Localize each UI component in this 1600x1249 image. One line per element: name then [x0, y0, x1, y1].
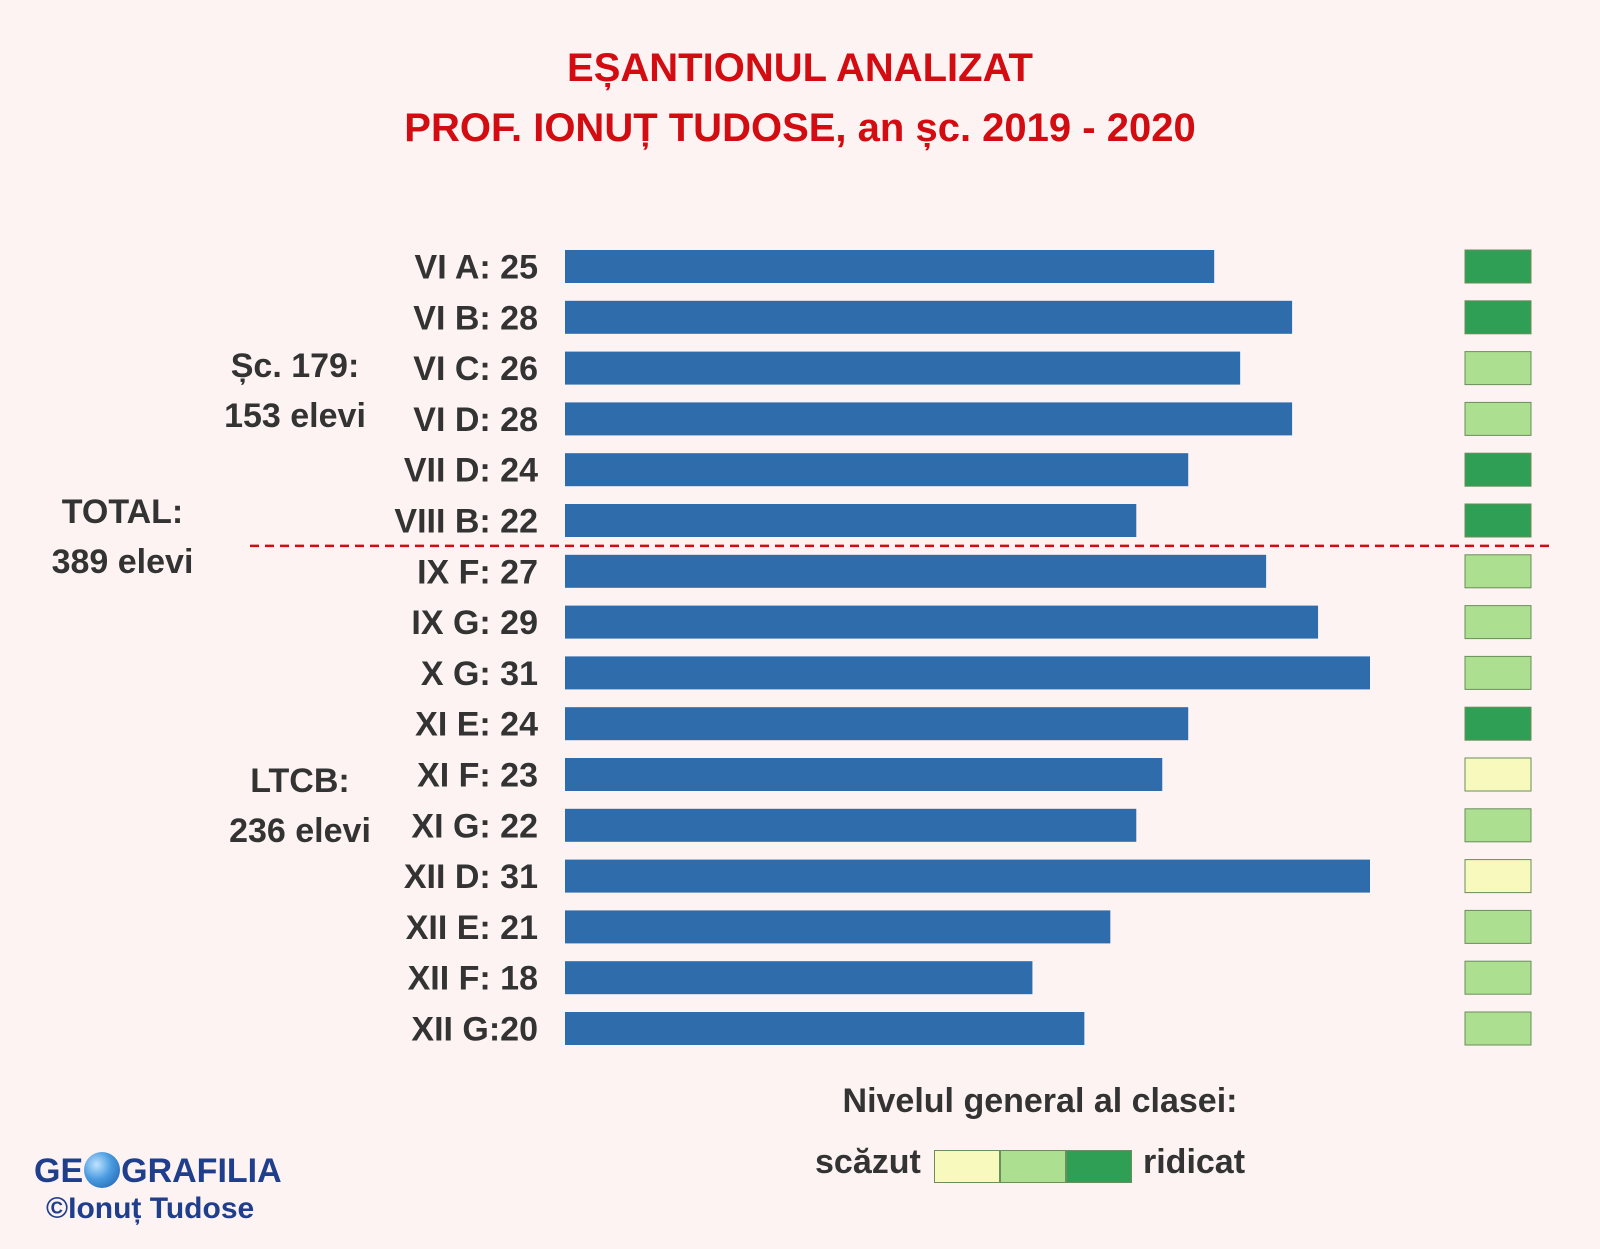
- bar: [565, 910, 1111, 944]
- bar: [565, 1012, 1085, 1045]
- category-label: VIII B: 22: [394, 503, 538, 541]
- category-label: XI F: 23: [417, 757, 538, 795]
- copyright-text: ©Ionuț Tudose: [46, 1192, 255, 1225]
- category-label: XI E: 24: [415, 706, 538, 744]
- bar: [565, 250, 1215, 283]
- ltcb-group-count: 236 elevi: [229, 812, 371, 850]
- chart-title-line2: PROF. IONUȚ TUDOSE, an șc. 2019 - 2020: [404, 106, 1196, 150]
- legend-swatch-low: [934, 1150, 1000, 1183]
- ltcb-group-label: LTCB: 236 elevi: [220, 756, 380, 856]
- legend-swatch-mid: [1000, 1150, 1066, 1183]
- category-label: XII F: 18: [408, 960, 538, 998]
- level-indicator: [1464, 351, 1532, 386]
- legend-low-label: scăzut: [815, 1143, 921, 1181]
- category-label: VI C: 26: [413, 350, 538, 388]
- bar: [565, 808, 1137, 842]
- legend-high-label: ridicat: [1143, 1143, 1246, 1181]
- level-indicator: [1464, 503, 1532, 538]
- total-group-name: TOTAL:: [61, 493, 184, 531]
- category-label: IX G: 29: [411, 604, 538, 642]
- category-label: VII D: 24: [404, 452, 538, 490]
- category-label: VI A: 25: [415, 249, 538, 287]
- category-label: IX F: 27: [417, 553, 538, 591]
- bar: [565, 605, 1319, 639]
- bar-chart: VI A: 25 VI B: 28 VI C: 26 VI D: 28 VII D: 2…: [250, 249, 1550, 1049]
- level-indicator: [1464, 859, 1532, 894]
- level-indicator: [1464, 909, 1532, 944]
- level-indicator: [1464, 300, 1532, 335]
- bar: [565, 402, 1293, 436]
- school-group-label: Șc. 179: 153 elevi: [215, 341, 375, 441]
- category-label: VI D: 28: [413, 401, 538, 439]
- bar: [565, 961, 1033, 995]
- category-label: XII D: 31: [404, 858, 538, 896]
- ltcb-group-name: LTCB:: [250, 762, 350, 800]
- legend-title: Nivelul general al clasei:: [842, 1082, 1238, 1120]
- bar: [565, 859, 1370, 893]
- bar: [565, 656, 1370, 690]
- level-indicator: [1464, 1011, 1532, 1046]
- bar: [565, 300, 1293, 334]
- total-group-label: TOTAL: 389 elevi: [40, 487, 205, 587]
- category-label: XII E: 21: [406, 909, 538, 947]
- bar: [565, 504, 1137, 537]
- level-indicator: [1464, 960, 1532, 995]
- category-label: VI B: 28: [413, 299, 538, 337]
- school-group-count: 153 elevi: [224, 397, 366, 435]
- category-label: XII G:20: [411, 1011, 538, 1049]
- globe-icon: [84, 1152, 121, 1188]
- level-indicator: [1464, 554, 1532, 589]
- legend-swatch-high: [1066, 1150, 1132, 1183]
- level-indicator: [1464, 808, 1532, 843]
- level-indicator: [1464, 757, 1532, 792]
- level-indicator: [1464, 401, 1532, 436]
- logo-text-right: GRAFILIA: [121, 1152, 282, 1190]
- bar: [565, 707, 1189, 741]
- category-label: X G: 31: [421, 655, 538, 693]
- total-group-count: 389 elevi: [51, 543, 194, 581]
- level-indicator: [1464, 655, 1532, 690]
- bar: [565, 453, 1189, 487]
- bar: [565, 758, 1163, 791]
- bar: [565, 554, 1267, 588]
- category-label: XI G: 22: [411, 807, 538, 845]
- school-group-name: Șc. 179:: [230, 347, 360, 385]
- level-indicator: [1464, 605, 1532, 640]
- geografilia-logo: GE GRAFILIA: [34, 1152, 282, 1191]
- level-indicator: [1464, 249, 1532, 284]
- level-indicator: [1464, 452, 1532, 487]
- logo-text-left: GE: [34, 1152, 84, 1190]
- level-indicator: [1464, 706, 1532, 741]
- chart-title-line1: EȘANTIONUL ANALIZAT: [567, 46, 1033, 90]
- bar: [565, 351, 1241, 385]
